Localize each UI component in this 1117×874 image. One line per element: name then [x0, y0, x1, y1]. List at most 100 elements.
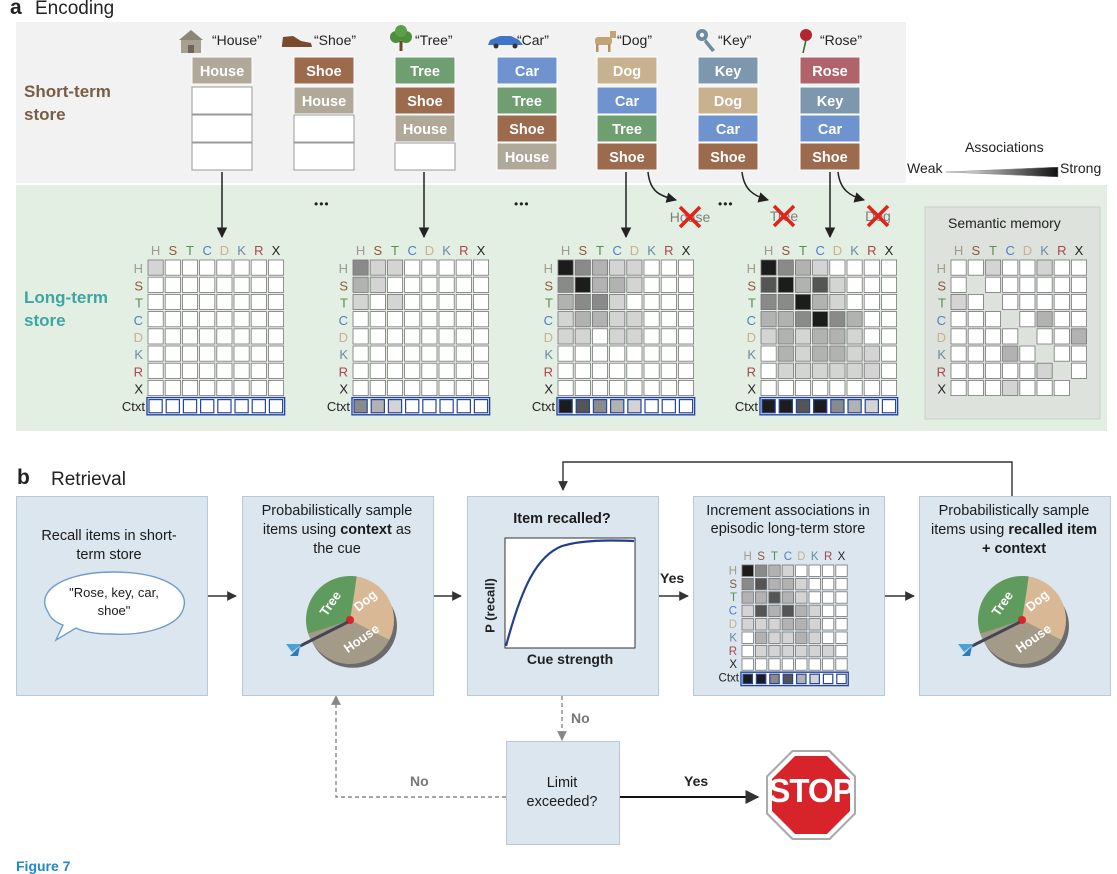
associations-strong: Strong	[1060, 160, 1102, 176]
recall-ylabel: P (recall)	[482, 578, 498, 633]
svg-text:Key: Key	[817, 94, 844, 110]
matrix-col-label: S	[781, 243, 790, 258]
dropped-tree: Tree	[770, 204, 798, 228]
matrix-row-label: D	[339, 330, 348, 345]
matrix-col-label: X	[272, 243, 281, 258]
stop-sign-text: STOP	[768, 772, 854, 809]
matrix-row-label: X	[339, 382, 348, 397]
encoding-label-3: “Car”	[517, 32, 549, 48]
matrix-row-label: R	[729, 646, 737, 658]
matrix-col-label: D	[797, 551, 805, 563]
svg-text:House: House	[505, 150, 549, 166]
sample-context-text: Probabilistically sample items using con…	[261, 503, 413, 557]
svg-text:Tree: Tree	[512, 94, 542, 110]
matrix-col-label: X	[682, 243, 691, 258]
matrix-row-label: T	[545, 296, 553, 311]
arrow-house-drop	[647, 171, 678, 203]
encoding-label-5: “Key”	[718, 32, 752, 48]
matrix-col-label: S	[971, 243, 980, 258]
ctxt-label: Ctxt	[122, 399, 146, 414]
matrix-row-label: D	[729, 619, 737, 631]
matrix-col-label: S	[578, 243, 587, 258]
matrix-col-label: D	[1023, 243, 1032, 258]
matrix-col-label: K	[1040, 243, 1049, 258]
matrix-col-label: R	[664, 243, 673, 258]
limit-exceeded-box	[506, 741, 620, 845]
svg-text:House: House	[200, 64, 244, 80]
ctxt-label: Ctxt	[735, 399, 759, 414]
stack-slot-shoe: Shoe	[596, 142, 658, 171]
matrix-col-label: S	[168, 243, 177, 258]
matrix-col-label: K	[647, 243, 656, 258]
matrix-row-label: K	[134, 347, 143, 362]
stack-slot-dog: Dog	[697, 86, 759, 115]
stack-slot-empty	[191, 114, 253, 143]
stack-slot-empty	[394, 142, 456, 171]
stack-slot-key: Key	[799, 86, 861, 115]
matrix-row-label: T	[340, 296, 348, 311]
matrix-row-label: C	[729, 606, 737, 618]
associations-weak: Weak	[907, 160, 943, 176]
matrix-row-label: X	[937, 382, 946, 397]
recall-xlabel: Cue strength	[526, 651, 614, 667]
matrix-row-label: C	[339, 313, 348, 328]
associations-title: Associations	[965, 139, 1044, 155]
dartboard-context-dart-icon	[286, 620, 349, 656]
matrix-row-label: R	[747, 364, 756, 379]
ellipsis-2: •••	[514, 197, 530, 211]
matrix-row-label: H	[937, 261, 946, 276]
matrix-row-label: S	[544, 278, 553, 293]
rose-icon	[800, 29, 812, 54]
matrix-col-label: H	[954, 243, 963, 258]
matrix-col-label: T	[186, 243, 194, 258]
svg-text:Key: Key	[715, 64, 742, 80]
matrix-row-label: X	[544, 382, 553, 397]
svg-text:Tree: Tree	[410, 64, 440, 80]
svg-text:Car: Car	[515, 64, 540, 80]
yes-label-1: Yes	[660, 570, 685, 586]
matrix-col-label: H	[764, 243, 773, 258]
dog-icon	[595, 31, 616, 52]
matrix-row-label: R	[544, 364, 553, 379]
matrix-row-label: R	[339, 364, 348, 379]
matrix-row-label: S	[339, 278, 348, 293]
stack-slot-tree: Tree	[596, 114, 658, 143]
matrix-col-label: K	[850, 243, 859, 258]
matrix-row-label: H	[729, 565, 737, 577]
matrix-row-label: T	[748, 296, 756, 311]
item-recalled-title: Item recalled?	[513, 511, 611, 527]
stack-slot-empty	[293, 142, 355, 171]
figure-caption: Figure 7	[16, 858, 71, 874]
stack-slot-empty	[191, 142, 253, 171]
panel-b-letter: b	[17, 466, 30, 489]
panel-a-letter: a	[10, 0, 22, 19]
matrix-col-label: H	[151, 243, 160, 258]
tree-icon	[390, 25, 412, 51]
panel-a-title: Encoding	[35, 0, 115, 19]
matrix-row-label: S	[937, 278, 946, 293]
stack-slot-house: House	[496, 142, 558, 171]
stack-slot-shoe: Shoe	[496, 114, 558, 143]
car-icon	[488, 36, 523, 49]
stack-slot-rose: Rose	[799, 56, 861, 85]
matrix-col-label: R	[867, 243, 876, 258]
matrix-col-label: C	[408, 243, 417, 258]
semantic-memory-label: Semantic memory	[948, 215, 1061, 231]
matrix-row-label: C	[134, 313, 143, 328]
matrix-col-label: K	[237, 243, 246, 258]
matrix-row-label: K	[544, 347, 553, 362]
arrow-tree-drop	[741, 171, 770, 203]
panel-b-title: Retrieval	[51, 469, 126, 490]
speech-bubble-text: "Rose, key, car, shoe"	[69, 585, 159, 618]
no-label-back: No	[410, 773, 429, 789]
speech-bubble	[44, 571, 185, 642]
svg-text:Shoe: Shoe	[407, 94, 442, 110]
matrix-row-label: C	[747, 313, 756, 328]
shoe-icon	[282, 36, 312, 47]
encoding-label-0: “House”	[212, 32, 262, 48]
